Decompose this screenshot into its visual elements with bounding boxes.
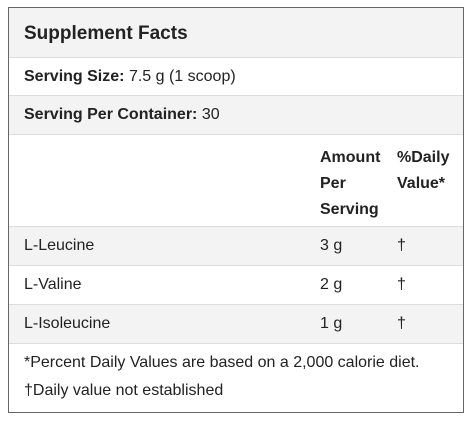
amount: 2 g — [320, 276, 343, 293]
daily-header: %Daily Value* — [397, 149, 450, 192]
daily-value: † — [397, 237, 406, 254]
supplement-facts: Supplement Facts Serving Size: 7.5 g (1 … — [8, 7, 464, 413]
nutrient-row: L-Isoleucine 1 g † — [9, 305, 463, 344]
servings-row: Serving Per Container: 30 — [9, 96, 463, 135]
serving-size-label: Serving Size: — [24, 68, 125, 85]
servings-value: 30 — [201, 106, 220, 123]
nutrient-row: L-Valine 2 g † — [9, 266, 463, 305]
daily-value: † — [397, 315, 406, 332]
amount: 1 g — [320, 315, 343, 332]
footnote: *Percent Daily Values are based on a 2,0… — [24, 354, 420, 371]
footnote: †Daily value not established — [24, 382, 224, 399]
nutrient-row: L-Leucine 3 g † — [9, 227, 463, 266]
nutrient-name: L-Valine — [24, 276, 82, 293]
footer: *Percent Daily Values are based on a 2,0… — [9, 343, 463, 412]
header-row: Amount Per Serving %Daily Value* — [9, 135, 463, 227]
amount: 3 g — [320, 237, 343, 254]
nutrient-name: L-Leucine — [24, 237, 95, 254]
daily-value: † — [397, 276, 406, 293]
nutrient-name: L-Isoleucine — [24, 315, 111, 332]
serving-size-value: 7.5 g (1 scoop) — [128, 68, 236, 85]
serving-size-row: Serving Size: 7.5 g (1 scoop) — [9, 58, 463, 96]
amount-header: Amount Per Serving — [320, 149, 381, 218]
servings: Serving Per Container: 30 — [24, 106, 220, 124]
title: Supplement Facts — [24, 23, 188, 44]
title-row: Supplement Facts — [9, 8, 463, 58]
servings-label: Serving Per Container: — [24, 106, 198, 123]
serving-size: Serving Size: 7.5 g (1 scoop) — [24, 68, 236, 86]
